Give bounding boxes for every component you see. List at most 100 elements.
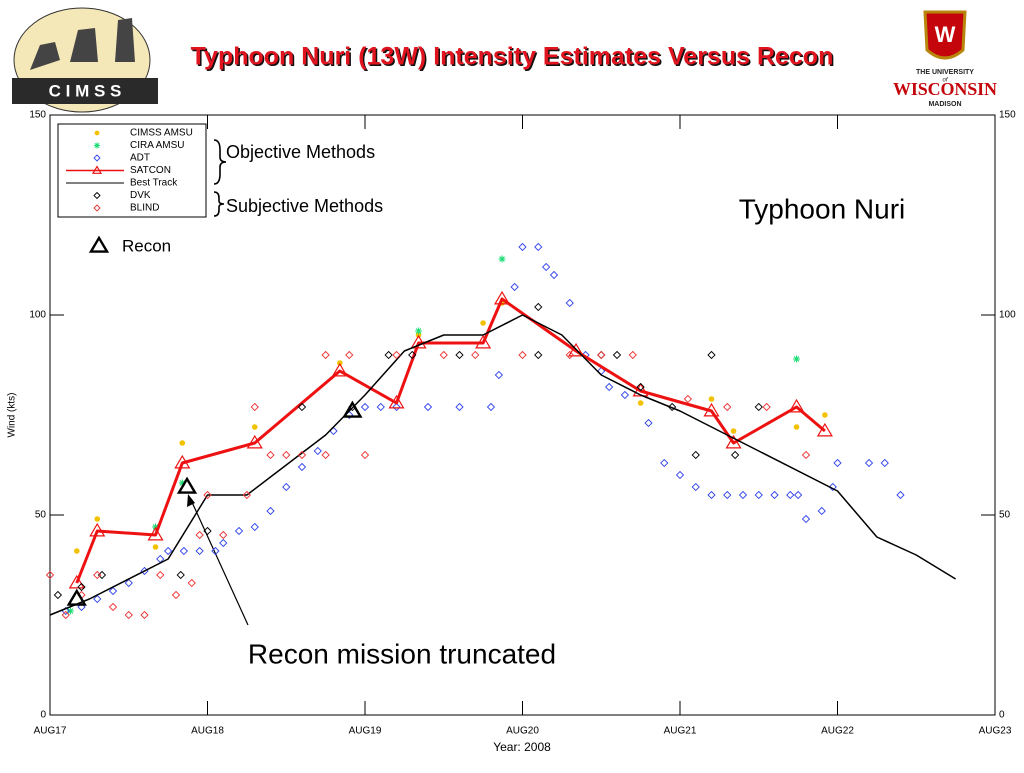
annotation: Typhoon Nuri	[739, 193, 906, 224]
x-tick-label: AUG23	[979, 726, 1012, 737]
point	[691, 450, 700, 460]
point	[410, 334, 427, 349]
arrowhead	[187, 494, 195, 507]
point	[266, 450, 275, 460]
point	[475, 334, 492, 349]
point	[817, 506, 826, 516]
point	[730, 428, 737, 434]
point	[896, 490, 905, 500]
y-tick-label: 0	[40, 710, 46, 721]
brace	[213, 139, 227, 185]
brace	[213, 191, 225, 217]
point	[251, 424, 258, 430]
point	[45, 570, 55, 580]
point	[174, 454, 191, 469]
point	[480, 320, 486, 326]
legend-swatch	[94, 130, 100, 136]
point	[423, 402, 433, 412]
point	[880, 458, 889, 468]
point	[171, 590, 181, 600]
legend-swatch	[94, 142, 100, 149]
point	[788, 398, 805, 413]
point	[637, 400, 644, 406]
logo-text: MADISON	[928, 101, 961, 108]
point	[770, 490, 779, 500]
point	[219, 530, 228, 540]
logo-text: THE UNIVERSITY	[916, 69, 974, 76]
point	[124, 578, 133, 588]
y-tick-label: 100	[29, 310, 46, 321]
point	[179, 440, 186, 446]
point	[266, 506, 275, 516]
point	[147, 526, 164, 541]
point	[108, 602, 118, 612]
point	[77, 582, 86, 592]
point	[342, 400, 363, 418]
point	[675, 470, 685, 480]
point	[620, 390, 630, 400]
point	[822, 412, 828, 418]
cimss-logo: C I M S S	[12, 7, 158, 113]
point	[93, 594, 102, 604]
point	[707, 490, 716, 500]
point	[632, 382, 649, 397]
point	[93, 570, 102, 580]
x-tick-label: AUG21	[664, 726, 697, 737]
y2-tick-label: 50	[999, 510, 1011, 521]
annotation: Recon mission truncated	[248, 638, 556, 669]
point	[534, 350, 543, 360]
logo-text: of	[942, 78, 948, 84]
point	[246, 434, 263, 449]
y-tick-label: 150	[29, 110, 46, 121]
point	[73, 548, 80, 554]
point	[250, 402, 259, 412]
point	[89, 522, 106, 537]
point	[176, 476, 198, 494]
legend-label: Recon	[122, 236, 171, 255]
point	[691, 482, 700, 492]
point	[179, 546, 189, 556]
point	[219, 538, 228, 548]
point	[176, 570, 185, 580]
point	[793, 355, 801, 363]
legend-label: BLIND	[130, 203, 159, 214]
legend-label: Best Track	[130, 178, 178, 189]
point	[494, 370, 504, 380]
point	[297, 402, 307, 412]
point	[723, 490, 732, 500]
point	[833, 458, 842, 468]
y-axis-label: Wind (kts)	[7, 393, 18, 438]
logo-text: WISCONSIN	[893, 79, 997, 99]
point	[68, 574, 85, 589]
point	[667, 402, 677, 412]
point	[331, 362, 348, 377]
point	[455, 402, 464, 412]
annotation: Objective Methods	[226, 142, 375, 162]
point	[471, 350, 480, 360]
point	[549, 270, 559, 280]
point	[124, 610, 133, 620]
point	[534, 242, 543, 252]
point	[415, 327, 423, 335]
point	[282, 450, 291, 460]
y2-tick-label: 150	[999, 110, 1016, 121]
point	[644, 418, 653, 428]
y2-tick-label: 0	[999, 710, 1005, 721]
point	[108, 586, 118, 596]
wisconsin-logo: W THE UNIVERSITY of WISCONSIN MADISON	[893, 10, 997, 108]
series-line	[75, 297, 826, 584]
point	[828, 482, 837, 492]
point	[738, 490, 748, 500]
x-tick-label: AUG19	[349, 726, 382, 737]
point	[636, 382, 645, 392]
point	[321, 450, 330, 460]
point	[66, 588, 87, 606]
y2-tick-label: 100	[999, 310, 1016, 321]
point	[597, 350, 606, 360]
point	[612, 350, 622, 360]
legend-label: SATCON	[130, 165, 171, 176]
point	[498, 255, 506, 263]
x-tick-label: AUG20	[506, 726, 539, 737]
